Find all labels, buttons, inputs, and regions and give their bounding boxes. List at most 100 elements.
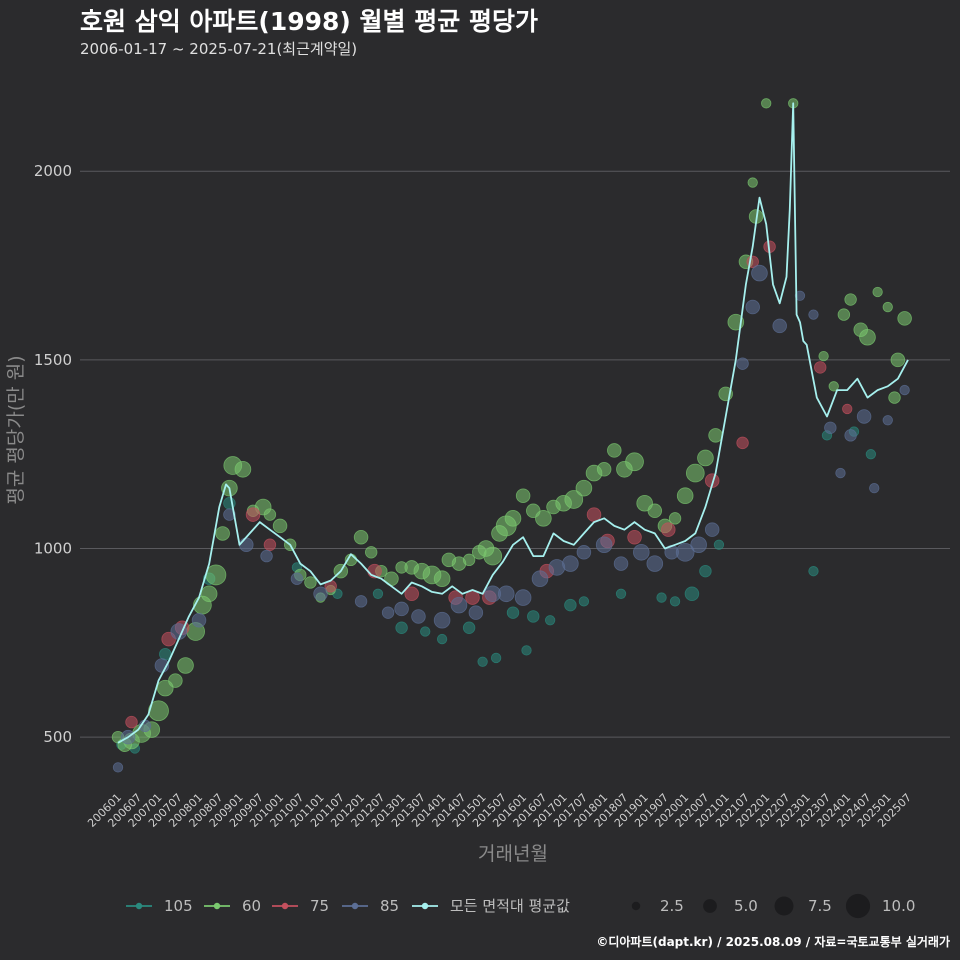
point-60 bbox=[483, 546, 503, 566]
y-tick-label: 1500 bbox=[34, 351, 72, 369]
point-85 bbox=[869, 483, 880, 494]
point-60 bbox=[897, 311, 912, 326]
legend-marker bbox=[135, 902, 143, 910]
point-60 bbox=[761, 98, 772, 109]
y-tick-label: 1000 bbox=[34, 540, 72, 558]
point-60 bbox=[697, 449, 714, 467]
point-60 bbox=[272, 518, 288, 534]
point-60 bbox=[747, 177, 758, 188]
legend-marker bbox=[281, 902, 289, 910]
point-85 bbox=[690, 536, 707, 554]
point-85 bbox=[260, 549, 273, 563]
x-tick-labels: 2006012006072007012007072008012008072009… bbox=[85, 791, 914, 830]
point-60 bbox=[708, 428, 723, 443]
point-60 bbox=[818, 350, 829, 362]
point-105 bbox=[477, 656, 488, 667]
point-60 bbox=[564, 490, 584, 509]
point-85 bbox=[704, 522, 720, 537]
point-60 bbox=[215, 526, 230, 541]
point-60 bbox=[625, 452, 644, 472]
point-105 bbox=[684, 586, 700, 602]
legend-size-label: 7.5 bbox=[808, 897, 832, 915]
point-75 bbox=[263, 538, 277, 551]
average-line bbox=[117, 102, 909, 744]
point-85 bbox=[514, 589, 532, 606]
point-85 bbox=[745, 299, 760, 315]
point-85 bbox=[632, 544, 650, 561]
point-85 bbox=[112, 762, 124, 773]
point-75 bbox=[661, 522, 676, 537]
legend-label: 60 bbox=[242, 897, 261, 915]
legend-label: 85 bbox=[380, 897, 399, 915]
legend-marker bbox=[421, 902, 429, 910]
point-60 bbox=[890, 352, 906, 368]
legend-marker bbox=[213, 902, 221, 910]
point-85 bbox=[239, 537, 254, 553]
point-60 bbox=[205, 564, 227, 586]
point-85 bbox=[468, 605, 484, 620]
point-60 bbox=[872, 286, 883, 298]
legend-size-label: 5.0 bbox=[734, 897, 758, 915]
point-105 bbox=[713, 539, 725, 550]
point-105 bbox=[615, 588, 627, 599]
legend-label: 75 bbox=[310, 897, 329, 915]
point-60 bbox=[647, 503, 663, 519]
point-60 bbox=[304, 576, 317, 589]
point-75 bbox=[842, 403, 853, 415]
point-85 bbox=[290, 572, 304, 585]
point-105 bbox=[544, 615, 556, 626]
chart-title: 호원 삼익 아파트(1998) 월별 평균 평당가 bbox=[80, 7, 538, 36]
legend-size-label: 2.5 bbox=[660, 897, 684, 915]
point-105 bbox=[808, 566, 819, 577]
point-85 bbox=[562, 555, 579, 572]
point-105 bbox=[420, 626, 431, 637]
point-85 bbox=[808, 309, 819, 320]
point-85 bbox=[191, 612, 207, 628]
point-85 bbox=[675, 542, 695, 562]
scatter-points bbox=[111, 98, 912, 773]
legend-size-marker bbox=[631, 901, 641, 911]
point-60 bbox=[200, 585, 218, 603]
point-85 bbox=[844, 429, 857, 442]
point-105 bbox=[564, 598, 577, 612]
y-tick-labels: 500 1000 1500 2000 bbox=[34, 162, 72, 746]
point-105 bbox=[436, 633, 448, 645]
point-85 bbox=[531, 570, 549, 588]
point-85 bbox=[313, 586, 328, 602]
point-60 bbox=[234, 460, 252, 478]
point-105 bbox=[656, 592, 667, 603]
point-60 bbox=[504, 510, 522, 527]
chart-subtitle: 2006-01-17 ~ 2025-07-21(최근계약일) bbox=[80, 40, 357, 58]
point-60 bbox=[575, 479, 593, 497]
y-tick-label: 500 bbox=[43, 728, 72, 746]
point-60 bbox=[433, 570, 451, 588]
legend-size-marker bbox=[703, 899, 717, 913]
point-85 bbox=[835, 467, 846, 479]
point-75 bbox=[627, 529, 642, 545]
point-60 bbox=[462, 553, 476, 567]
point-105 bbox=[521, 645, 532, 656]
point-85 bbox=[381, 606, 395, 619]
point-85 bbox=[646, 555, 664, 572]
point-105 bbox=[506, 606, 520, 619]
point-105 bbox=[395, 621, 408, 634]
point-105 bbox=[490, 652, 502, 664]
point-105 bbox=[699, 564, 712, 578]
y-tick-label: 2000 bbox=[34, 162, 72, 180]
point-85 bbox=[497, 585, 515, 603]
point-60 bbox=[353, 529, 369, 545]
point-85 bbox=[613, 556, 629, 571]
point-60 bbox=[365, 546, 378, 559]
point-85 bbox=[411, 609, 426, 624]
point-60 bbox=[888, 391, 901, 404]
point-85 bbox=[794, 290, 806, 301]
point-105 bbox=[578, 596, 590, 607]
point-60 bbox=[535, 510, 552, 527]
point-85 bbox=[736, 357, 749, 370]
average-line-group bbox=[117, 102, 909, 744]
point-85 bbox=[824, 421, 837, 434]
point-85 bbox=[772, 318, 787, 334]
point-105 bbox=[669, 596, 681, 607]
point-60 bbox=[607, 443, 622, 458]
point-75 bbox=[125, 715, 138, 729]
